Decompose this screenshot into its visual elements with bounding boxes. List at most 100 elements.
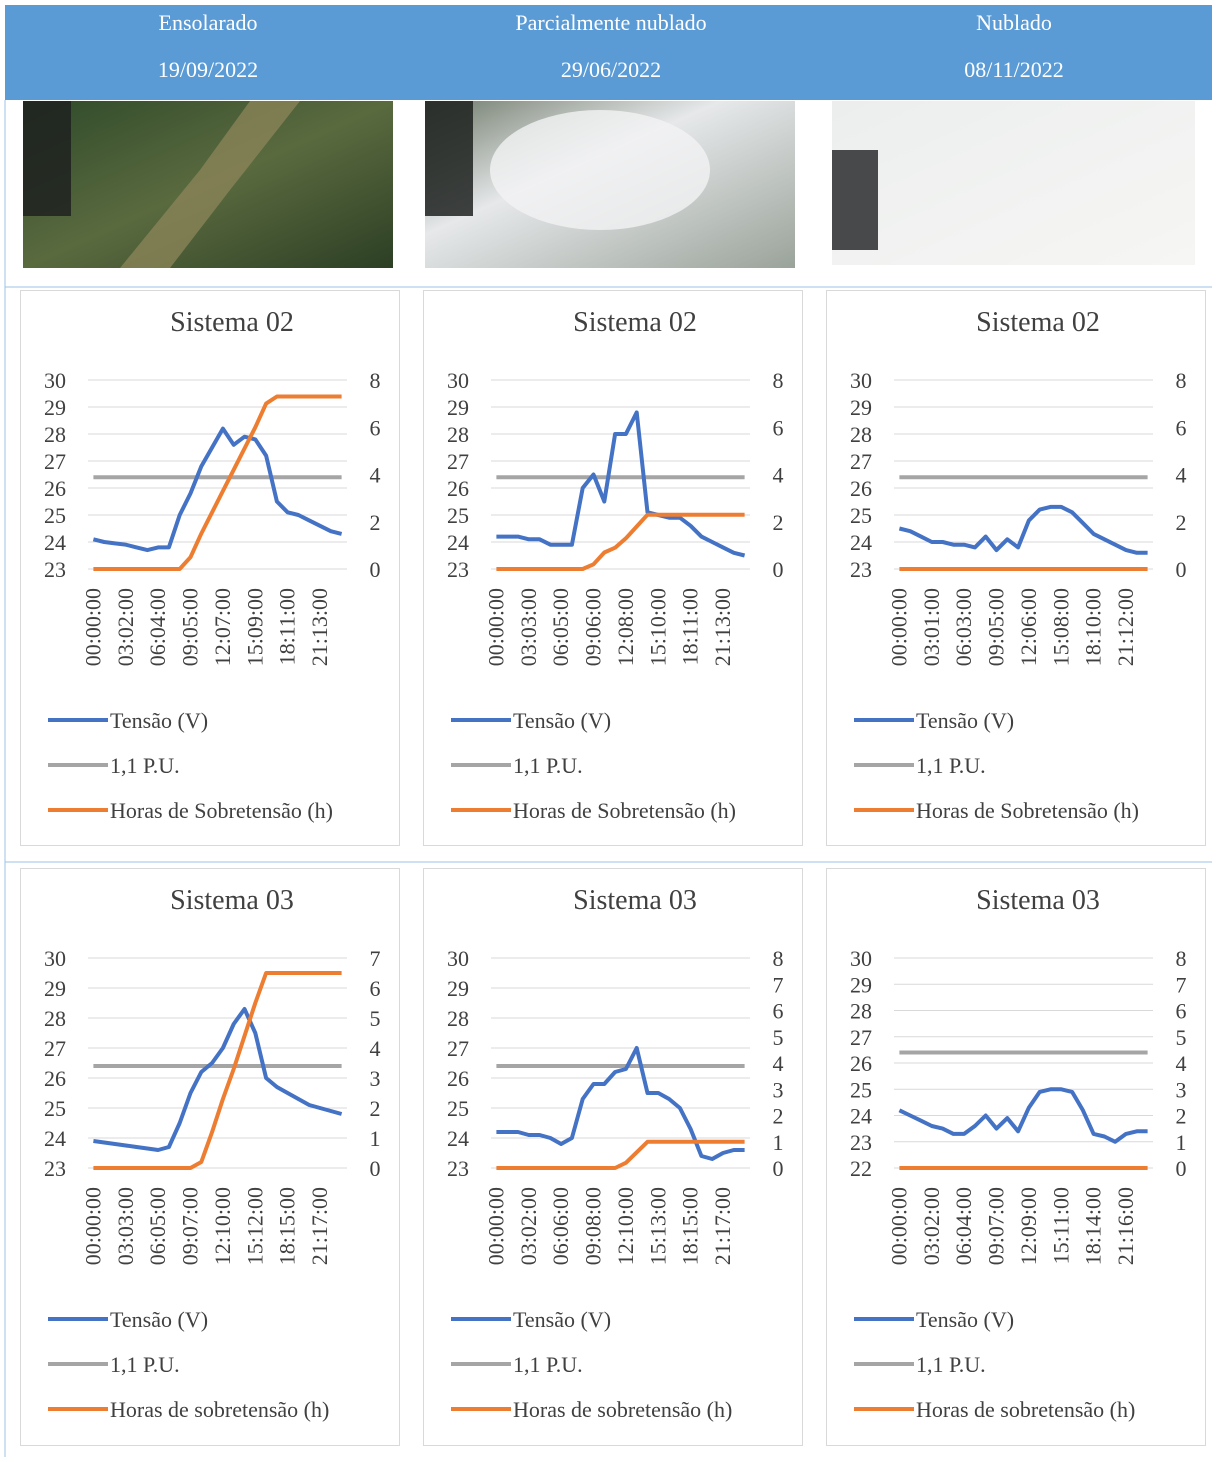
y-tick-label: 27 (44, 449, 66, 474)
y-tick-label: 24 (447, 1126, 469, 1151)
y2-tick-label: 4 (370, 1036, 381, 1061)
y-tick-label: 23 (447, 1156, 469, 1181)
y2-tick-label: 1 (370, 1126, 381, 1151)
legend-label: Horas de Sobretensão (h) (110, 798, 333, 823)
legend-label: Tensão (V) (916, 1307, 1014, 1332)
y-tick-label: 28 (44, 422, 66, 447)
y2-tick-label: 5 (773, 1025, 784, 1050)
x-tick-label: 00:00:00 (886, 588, 911, 666)
y-tick-label: 23 (44, 557, 66, 582)
y-tick-label: 27 (850, 449, 872, 474)
x-tick-label: 15:13:00 (645, 1187, 670, 1265)
x-tick-label: 06:05:00 (145, 1187, 170, 1265)
x-tick-label: 12:07:00 (210, 588, 235, 666)
legend-label: 1,1 P.U. (916, 753, 986, 778)
chart-frame (827, 869, 1206, 1446)
chart-title: Sistema 03 (976, 885, 1100, 916)
legend-label: 1,1 P.U. (513, 1352, 583, 1377)
x-tick-label: 15:10:00 (645, 588, 670, 666)
x-tick-label: 18:11:00 (678, 588, 703, 665)
legend-label: 1,1 P.U. (110, 1352, 180, 1377)
y-tick-label: 29 (850, 972, 872, 997)
y2-tick-label: 8 (1176, 946, 1187, 971)
y-tick-label: 24 (850, 530, 872, 555)
y-tick-label: 30 (44, 946, 66, 971)
y2-tick-label: 8 (1176, 368, 1187, 393)
chart-title: Sistema 03 (573, 885, 697, 916)
header-condition: Ensolarado (159, 10, 258, 35)
header-date: 19/09/2022 (158, 57, 258, 82)
y2-tick-label: 4 (773, 463, 784, 488)
y2-tick-label: 6 (1176, 999, 1187, 1024)
y2-tick-label: 0 (370, 1156, 381, 1181)
y2-tick-label: 6 (370, 415, 381, 440)
legend-label: Horas de sobretensão (h) (513, 1397, 732, 1422)
legend-label: 1,1 P.U. (916, 1352, 986, 1377)
y-tick-label: 24 (44, 1126, 66, 1151)
x-tick-label: 00:00:00 (886, 1187, 911, 1265)
legend-label: Tensão (V) (110, 708, 208, 733)
chart-title: Sistema 03 (170, 885, 294, 916)
header-date: 29/06/2022 (561, 57, 661, 82)
y-tick-label: 30 (850, 368, 872, 393)
chart: Sistema 0223242526272829300246800:00:000… (21, 291, 400, 846)
legend-label: Horas de sobretensão (h) (110, 1397, 329, 1422)
y-tick-label: 29 (44, 395, 66, 420)
page: Ensolarado 19/09/2022 Parcialmente nubla… (0, 0, 1216, 1457)
x-tick-label: 00:00:00 (483, 588, 508, 666)
x-tick-label: 15:09:00 (242, 588, 267, 666)
y2-tick-label: 4 (773, 1051, 784, 1076)
chart: Sistema 0323242526272829300123456700:00:… (21, 869, 400, 1446)
x-tick-label: 15:12:00 (242, 1187, 267, 1265)
x-tick-label: 06:04:00 (145, 588, 170, 666)
y-tick-label: 30 (850, 946, 872, 971)
header-condition: Parcialmente nublado (515, 10, 706, 35)
legend-label: 1,1 P.U. (110, 753, 180, 778)
x-tick-label: 18:15:00 (275, 1187, 300, 1265)
y2-tick-label: 6 (773, 999, 784, 1024)
x-tick-label: 12:06:00 (1016, 588, 1041, 666)
y2-tick-label: 4 (1176, 1051, 1187, 1076)
header-condition: Nublado (976, 10, 1052, 35)
y2-tick-label: 8 (773, 368, 784, 393)
x-tick-label: 03:02:00 (919, 1187, 944, 1265)
y-tick-label: 27 (850, 1025, 872, 1050)
x-tick-label: 00:00:00 (80, 588, 105, 666)
y-tick-label: 25 (447, 503, 469, 528)
y2-tick-label: 6 (1176, 415, 1187, 440)
y-tick-label: 30 (447, 368, 469, 393)
x-tick-label: 03:03:00 (113, 1187, 138, 1265)
chart: Sistema 03232425262728293001234567800:00… (424, 869, 803, 1446)
y-tick-label: 25 (850, 503, 872, 528)
legend-label: Tensão (V) (916, 708, 1014, 733)
y-tick-label: 29 (447, 395, 469, 420)
y-tick-label: 24 (447, 530, 469, 555)
x-tick-label: 03:01:00 (919, 588, 944, 666)
y-tick-label: 29 (44, 976, 66, 1001)
x-tick-label: 18:10:00 (1081, 588, 1106, 666)
x-tick-label: 09:06:00 (581, 588, 606, 666)
y2-tick-label: 0 (773, 1156, 784, 1181)
x-tick-label: 12:10:00 (613, 1187, 638, 1265)
x-tick-label: 03:02:00 (113, 588, 138, 666)
y2-tick-label: 8 (370, 368, 381, 393)
satellite-image (832, 101, 1195, 265)
y-tick-label: 30 (447, 946, 469, 971)
header-date: 08/11/2022 (964, 57, 1063, 82)
y-tick-label: 28 (850, 999, 872, 1024)
x-tick-label: 03:02:00 (516, 1187, 541, 1265)
chart-title: Sistema 02 (976, 307, 1100, 338)
y-tick-label: 27 (447, 449, 469, 474)
x-tick-label: 06:06:00 (548, 1187, 573, 1265)
legend-label: Tensão (V) (110, 1307, 208, 1332)
x-tick-label: 21:17:00 (710, 1187, 735, 1265)
y-tick-label: 23 (447, 557, 469, 582)
chart-title: Sistema 02 (170, 307, 294, 338)
y-tick-label: 27 (44, 1036, 66, 1061)
y-tick-label: 29 (850, 395, 872, 420)
x-tick-label: 12:09:00 (1016, 1187, 1041, 1265)
x-tick-label: 21:13:00 (710, 588, 735, 666)
x-tick-label: 15:08:00 (1048, 588, 1073, 666)
y2-tick-label: 5 (1176, 1025, 1187, 1050)
